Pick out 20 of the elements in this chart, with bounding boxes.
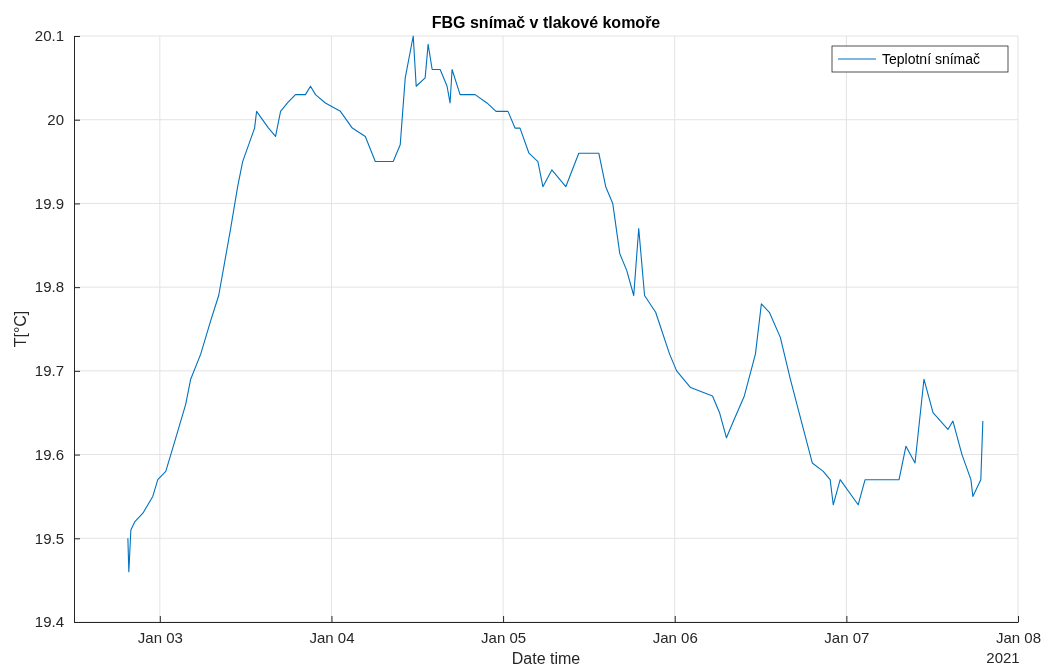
x-tick-label: Jan 05 [481,628,527,646]
x-tick-label: Jan 03 [137,628,183,646]
x-tick-label: Jan 07 [824,628,870,646]
y-tick-label: 20 [47,111,64,129]
y-axis-title: T[°C] [12,310,29,348]
line-series [127,35,984,573]
y-tick-label: 19.7 [34,362,64,380]
y-tick-label: 20.1 [34,27,64,45]
x-tick-label: Jan 06 [652,628,698,646]
x-tick-label: Jan 04 [309,628,355,646]
y-tick-label: 19.8 [34,278,64,296]
text: 2021 [986,649,1020,666]
legend-label: Teplotní snímač [882,51,981,67]
x-tick-label: Jan 08 [995,628,1041,646]
y-tick-label: 19.9 [34,194,64,212]
chart-title: FBG snímač v tlakové komoře [431,14,661,31]
y-tick-label: 19.5 [34,529,64,547]
y-tick-label: 19.6 [34,445,64,463]
x-axis-title: Date time [511,650,581,667]
y-tick-label: 19.4 [34,613,64,631]
